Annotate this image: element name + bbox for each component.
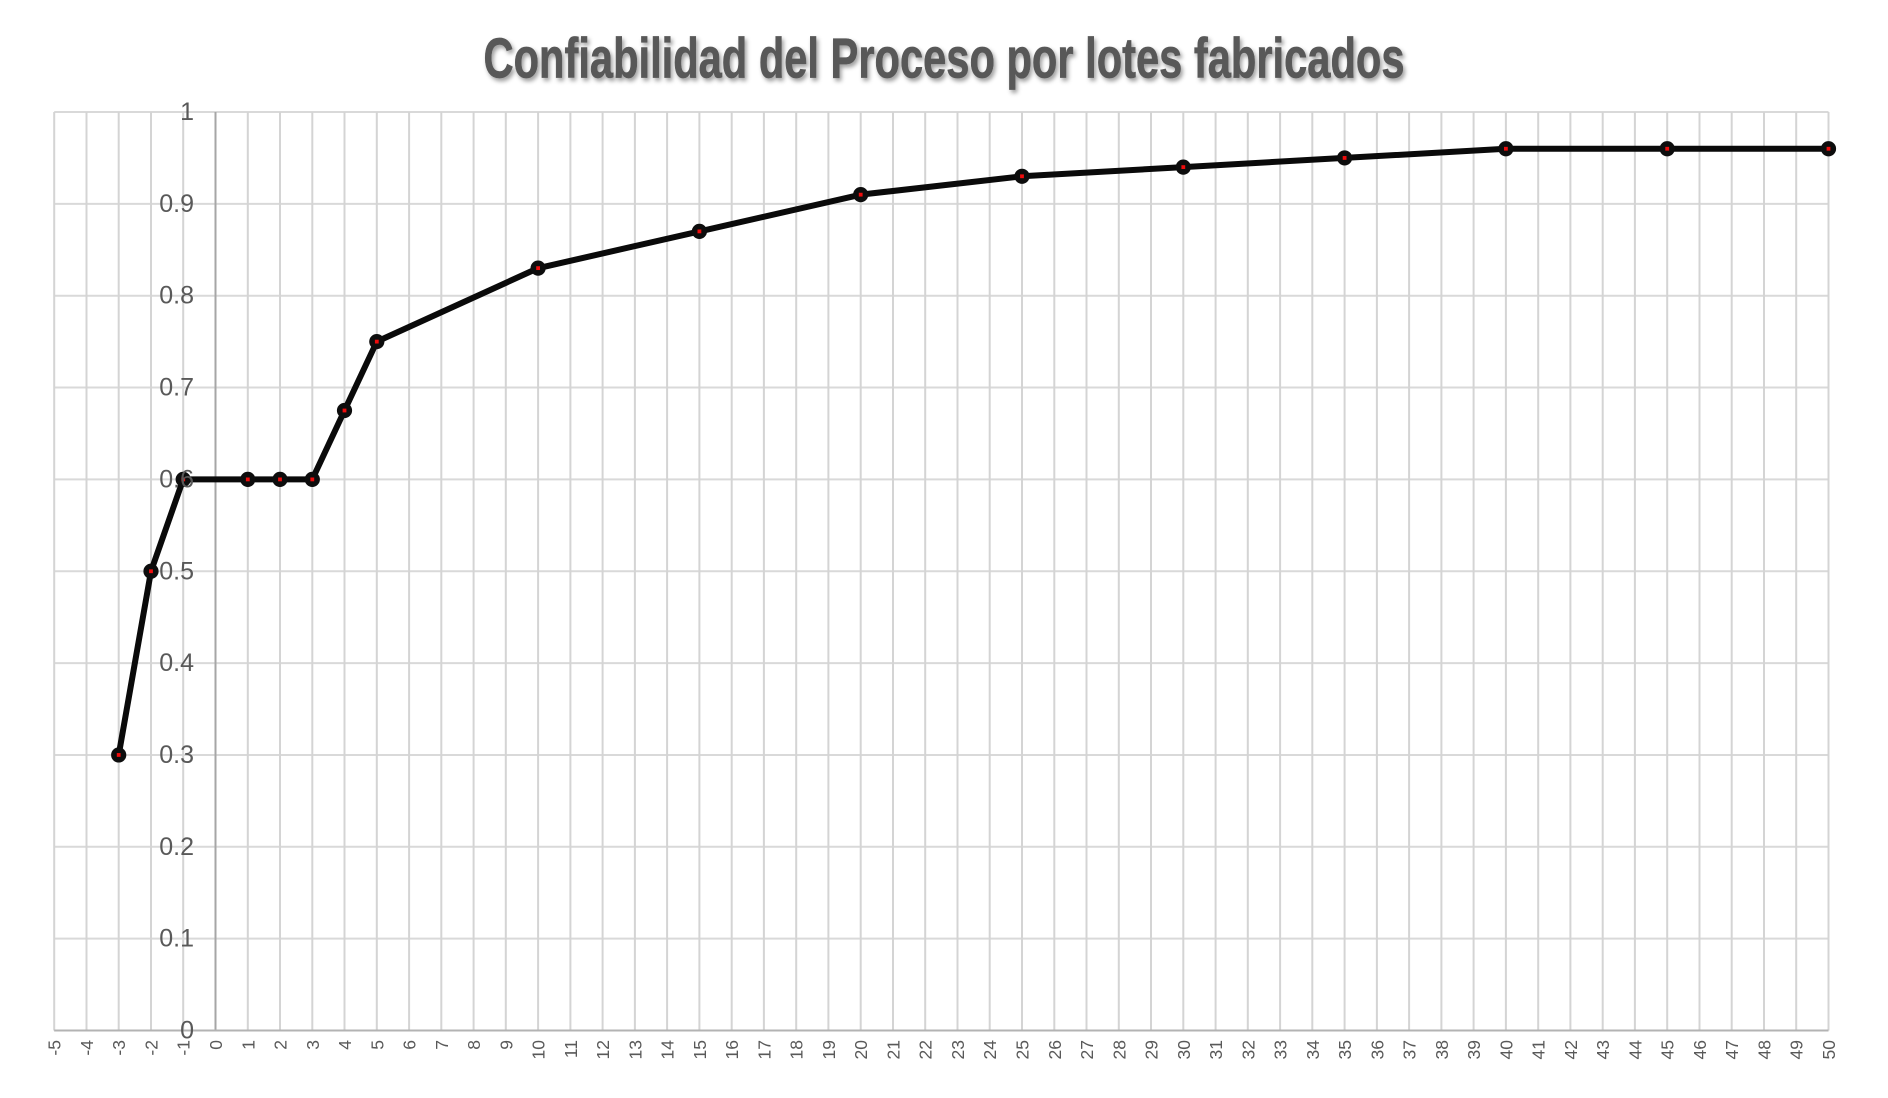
svg-text:43: 43 [1593,1040,1613,1059]
svg-text:40: 40 [1496,1040,1516,1060]
svg-text:-4: -4 [77,1040,97,1056]
svg-text:22: 22 [916,1040,936,1059]
svg-text:2: 2 [271,1040,291,1050]
svg-text:6: 6 [400,1040,420,1050]
svg-text:10: 10 [529,1040,549,1060]
svg-text:50: 50 [1819,1040,1839,1060]
svg-text:0.3: 0.3 [159,741,194,769]
svg-text:35: 35 [1335,1040,1355,1059]
svg-text:0.6: 0.6 [159,465,194,493]
svg-text:44: 44 [1625,1040,1645,1060]
svg-text:5: 5 [367,1040,387,1050]
svg-text:14: 14 [658,1040,678,1060]
svg-text:49: 49 [1787,1040,1807,1059]
svg-text:13: 13 [625,1040,645,1059]
svg-text:32: 32 [1238,1040,1258,1059]
svg-text:-1: -1 [174,1040,194,1056]
svg-text:28: 28 [1109,1040,1129,1059]
svg-text:39: 39 [1464,1040,1484,1059]
svg-text:-2: -2 [142,1040,162,1056]
svg-text:8: 8 [464,1040,484,1050]
svg-text:26: 26 [1045,1040,1065,1059]
svg-text:19: 19 [819,1040,839,1059]
svg-text:24: 24 [980,1040,1000,1060]
svg-text:30: 30 [1174,1040,1194,1060]
svg-text:25: 25 [1013,1040,1033,1059]
svg-text:0.2: 0.2 [159,833,194,861]
svg-text:1: 1 [238,1040,258,1050]
svg-text:45: 45 [1658,1040,1678,1059]
svg-text:36: 36 [1367,1040,1387,1059]
svg-text:3: 3 [303,1040,323,1050]
svg-text:16: 16 [722,1040,742,1059]
svg-text:46: 46 [1690,1040,1710,1059]
svg-text:41: 41 [1529,1040,1549,1059]
svg-text:17: 17 [754,1040,774,1059]
svg-text:9: 9 [496,1040,516,1050]
svg-text:18: 18 [787,1040,807,1059]
svg-text:11: 11 [561,1040,581,1058]
svg-text:15: 15 [690,1040,710,1059]
svg-text:0: 0 [206,1040,226,1050]
svg-text:23: 23 [948,1040,968,1059]
svg-text:48: 48 [1755,1040,1775,1059]
svg-text:0.7: 0.7 [159,374,194,402]
svg-text:-3: -3 [109,1040,129,1056]
svg-text:42: 42 [1561,1040,1581,1059]
svg-text:0.1: 0.1 [159,925,194,953]
svg-text:29: 29 [1142,1040,1162,1059]
svg-text:38: 38 [1432,1040,1452,1059]
svg-text:4: 4 [335,1040,355,1050]
svg-text:20: 20 [851,1040,871,1060]
svg-text:-5: -5 [45,1040,65,1056]
svg-text:31: 31 [1206,1040,1226,1059]
svg-text:0: 0 [180,1017,194,1045]
svg-text:7: 7 [432,1040,452,1050]
svg-text:33: 33 [1271,1040,1291,1059]
svg-text:0.4: 0.4 [159,649,194,677]
svg-text:12: 12 [593,1040,613,1059]
svg-text:21: 21 [884,1040,904,1059]
svg-text:37: 37 [1400,1040,1420,1059]
svg-text:Confiabilidad del Proceso por: Confiabilidad del Proceso por lotes fabr… [484,26,1405,90]
svg-text:27: 27 [1077,1040,1097,1059]
svg-text:34: 34 [1303,1040,1323,1060]
svg-text:0.8: 0.8 [159,282,194,310]
svg-text:0.5: 0.5 [159,557,194,585]
svg-text:1: 1 [180,98,194,126]
svg-text:0.9: 0.9 [159,190,194,218]
svg-text:47: 47 [1722,1040,1742,1059]
